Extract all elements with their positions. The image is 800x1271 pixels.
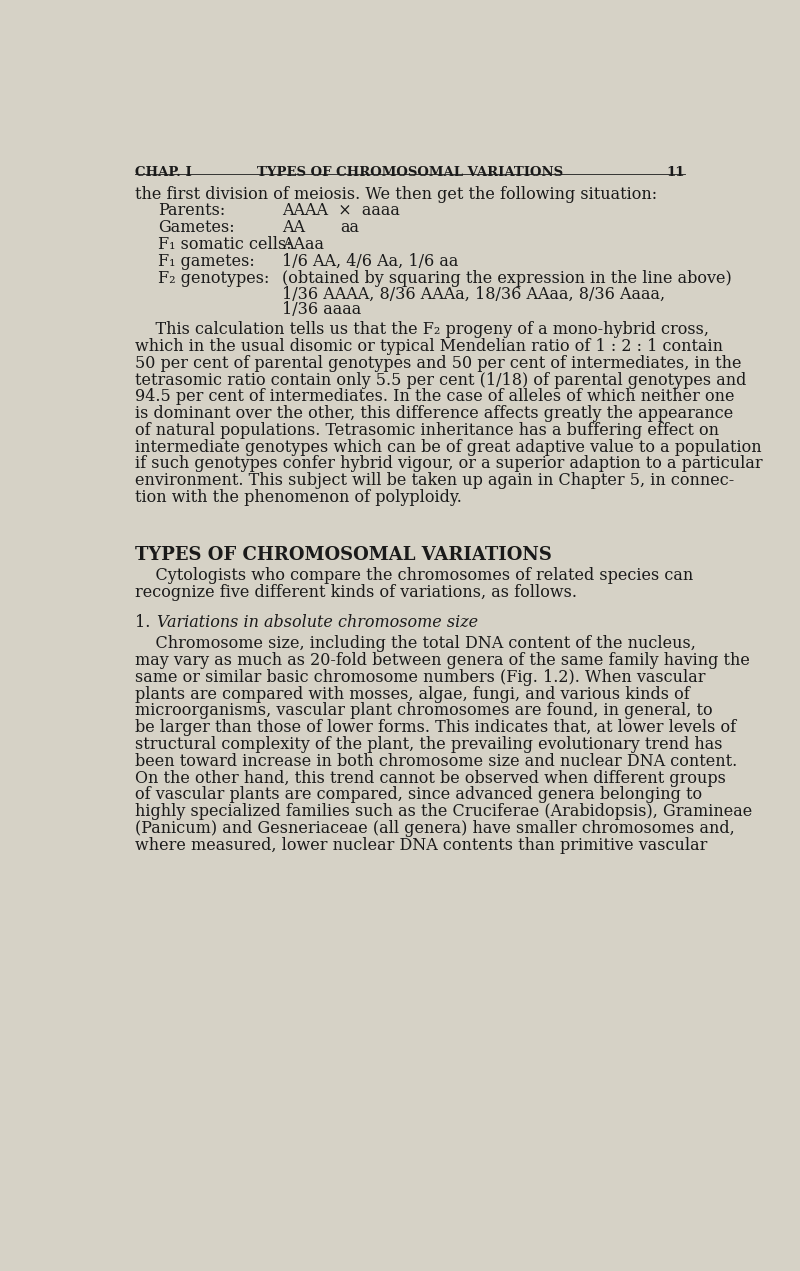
Text: aa: aa bbox=[340, 219, 359, 235]
Text: AAAA  ×  aaaa: AAAA × aaaa bbox=[282, 202, 400, 219]
Text: is dominant over the other, this difference affects greatly the appearance: is dominant over the other, this differe… bbox=[135, 405, 733, 422]
Text: F₁ gametes:: F₁ gametes: bbox=[158, 253, 255, 269]
Text: 1/36 AAAA, 8/36 AAAa, 18/36 AAaa, 8/36 Aaaa,: 1/36 AAAA, 8/36 AAAa, 18/36 AAaa, 8/36 A… bbox=[282, 286, 666, 302]
Text: plants are compared with mosses, algae, fungi, and various kinds of: plants are compared with mosses, algae, … bbox=[135, 685, 690, 703]
Text: where measured, lower nuclear DNA contents than primitive vascular: where measured, lower nuclear DNA conten… bbox=[135, 836, 707, 854]
Text: environment. This subject will be taken up again in Chapter 5, in connec-: environment. This subject will be taken … bbox=[135, 473, 734, 489]
Text: of vascular plants are compared, since advanced genera belonging to: of vascular plants are compared, since a… bbox=[135, 787, 702, 803]
Text: Parents:: Parents: bbox=[158, 202, 226, 219]
Text: 11: 11 bbox=[666, 167, 685, 179]
Text: been toward increase in both chromosome size and nuclear DNA content.: been toward increase in both chromosome … bbox=[135, 752, 737, 770]
Text: CHAP. I: CHAP. I bbox=[135, 167, 192, 179]
Text: (obtained by squaring the expression in the line above): (obtained by squaring the expression in … bbox=[282, 269, 732, 286]
Text: Gametes:: Gametes: bbox=[158, 219, 234, 235]
Text: if such genotypes confer hybrid vigour, or a superior adaption to a particular: if such genotypes confer hybrid vigour, … bbox=[135, 455, 762, 473]
Text: Chromosome size, including the total DNA content of the nucleus,: Chromosome size, including the total DNA… bbox=[135, 636, 696, 652]
Text: may vary as much as 20-fold between genera of the same family having the: may vary as much as 20-fold between gene… bbox=[135, 652, 750, 669]
Text: TYPES OF CHROMOSOMAL VARIATIONS: TYPES OF CHROMOSOMAL VARIATIONS bbox=[257, 167, 563, 179]
Text: tetrasomic ratio contain only 5.5 per cent (1/18) of parental genotypes and: tetrasomic ratio contain only 5.5 per ce… bbox=[135, 371, 746, 389]
Text: recognize five different kinds of variations, as follows.: recognize five different kinds of variat… bbox=[135, 583, 577, 601]
Text: microorganisms, vascular plant chromosomes are found, in general, to: microorganisms, vascular plant chromosom… bbox=[135, 703, 713, 719]
Text: of natural populations. Tetrasomic inheritance has a buffering effect on: of natural populations. Tetrasomic inher… bbox=[135, 422, 719, 438]
Text: which in the usual disomic or typical Mendelian ratio of 1 : 2 : 1 contain: which in the usual disomic or typical Me… bbox=[135, 338, 723, 355]
Text: 1.: 1. bbox=[135, 614, 161, 630]
Text: the first division of meiosis. We then get the following situation:: the first division of meiosis. We then g… bbox=[135, 186, 657, 202]
Text: be larger than those of lower forms. This indicates that, at lower levels of: be larger than those of lower forms. Thi… bbox=[135, 719, 736, 736]
Text: F₁ somatic cells:: F₁ somatic cells: bbox=[158, 235, 292, 253]
Text: structural complexity of the plant, the prevailing evolutionary trend has: structural complexity of the plant, the … bbox=[135, 736, 722, 752]
Text: intermediate genotypes which can be of great adaptive value to a population: intermediate genotypes which can be of g… bbox=[135, 438, 762, 455]
Text: TYPES OF CHROMOSOMAL VARIATIONS: TYPES OF CHROMOSOMAL VARIATIONS bbox=[135, 547, 552, 564]
Text: Variations in absolute chromosome size: Variations in absolute chromosome size bbox=[157, 614, 478, 630]
Text: AAaa: AAaa bbox=[282, 235, 324, 253]
Text: Cytologists who compare the chromosomes of related species can: Cytologists who compare the chromosomes … bbox=[135, 567, 693, 583]
Text: AA: AA bbox=[282, 219, 305, 235]
Text: (Panicum) and Gesneriaceae (all genera) have smaller chromosomes and,: (Panicum) and Gesneriaceae (all genera) … bbox=[135, 820, 734, 838]
Text: 1/36 aaaa: 1/36 aaaa bbox=[282, 301, 362, 318]
Text: same or similar basic chromosome numbers (Fig. 1.2). When vascular: same or similar basic chromosome numbers… bbox=[135, 669, 706, 686]
Text: This calculation tells us that the F₂ progeny of a mono-hybrid cross,: This calculation tells us that the F₂ pr… bbox=[135, 322, 709, 338]
Text: highly specialized families such as the Cruciferae (Arabidopsis), Gramineae: highly specialized families such as the … bbox=[135, 803, 752, 820]
Text: 50 per cent of parental genotypes and 50 per cent of intermediates, in the: 50 per cent of parental genotypes and 50… bbox=[135, 355, 742, 371]
Text: 94.5 per cent of intermediates. In the case of alleles of which neither one: 94.5 per cent of intermediates. In the c… bbox=[135, 389, 734, 405]
Text: tion with the phenomenon of polyploidy.: tion with the phenomenon of polyploidy. bbox=[135, 489, 462, 506]
Text: 1/6 AA, 4/6 Aa, 1/6 aa: 1/6 AA, 4/6 Aa, 1/6 aa bbox=[282, 253, 458, 269]
Text: On the other hand, this trend cannot be observed when different groups: On the other hand, this trend cannot be … bbox=[135, 770, 726, 787]
Text: F₂ genotypes:: F₂ genotypes: bbox=[158, 269, 270, 286]
